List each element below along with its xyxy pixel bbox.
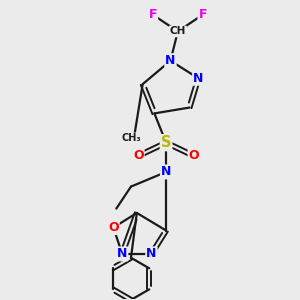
Text: O: O [133, 149, 144, 162]
Text: O: O [189, 149, 199, 162]
Text: N: N [165, 54, 176, 67]
Text: CH₃: CH₃ [121, 133, 141, 143]
Text: N: N [193, 72, 203, 85]
Text: N: N [117, 248, 128, 260]
Text: N: N [146, 248, 157, 260]
Text: CH: CH [169, 26, 186, 36]
Text: N: N [161, 166, 171, 178]
Text: S: S [161, 135, 171, 150]
Text: F: F [149, 8, 157, 21]
Text: F: F [198, 8, 207, 21]
Text: O: O [108, 221, 119, 234]
